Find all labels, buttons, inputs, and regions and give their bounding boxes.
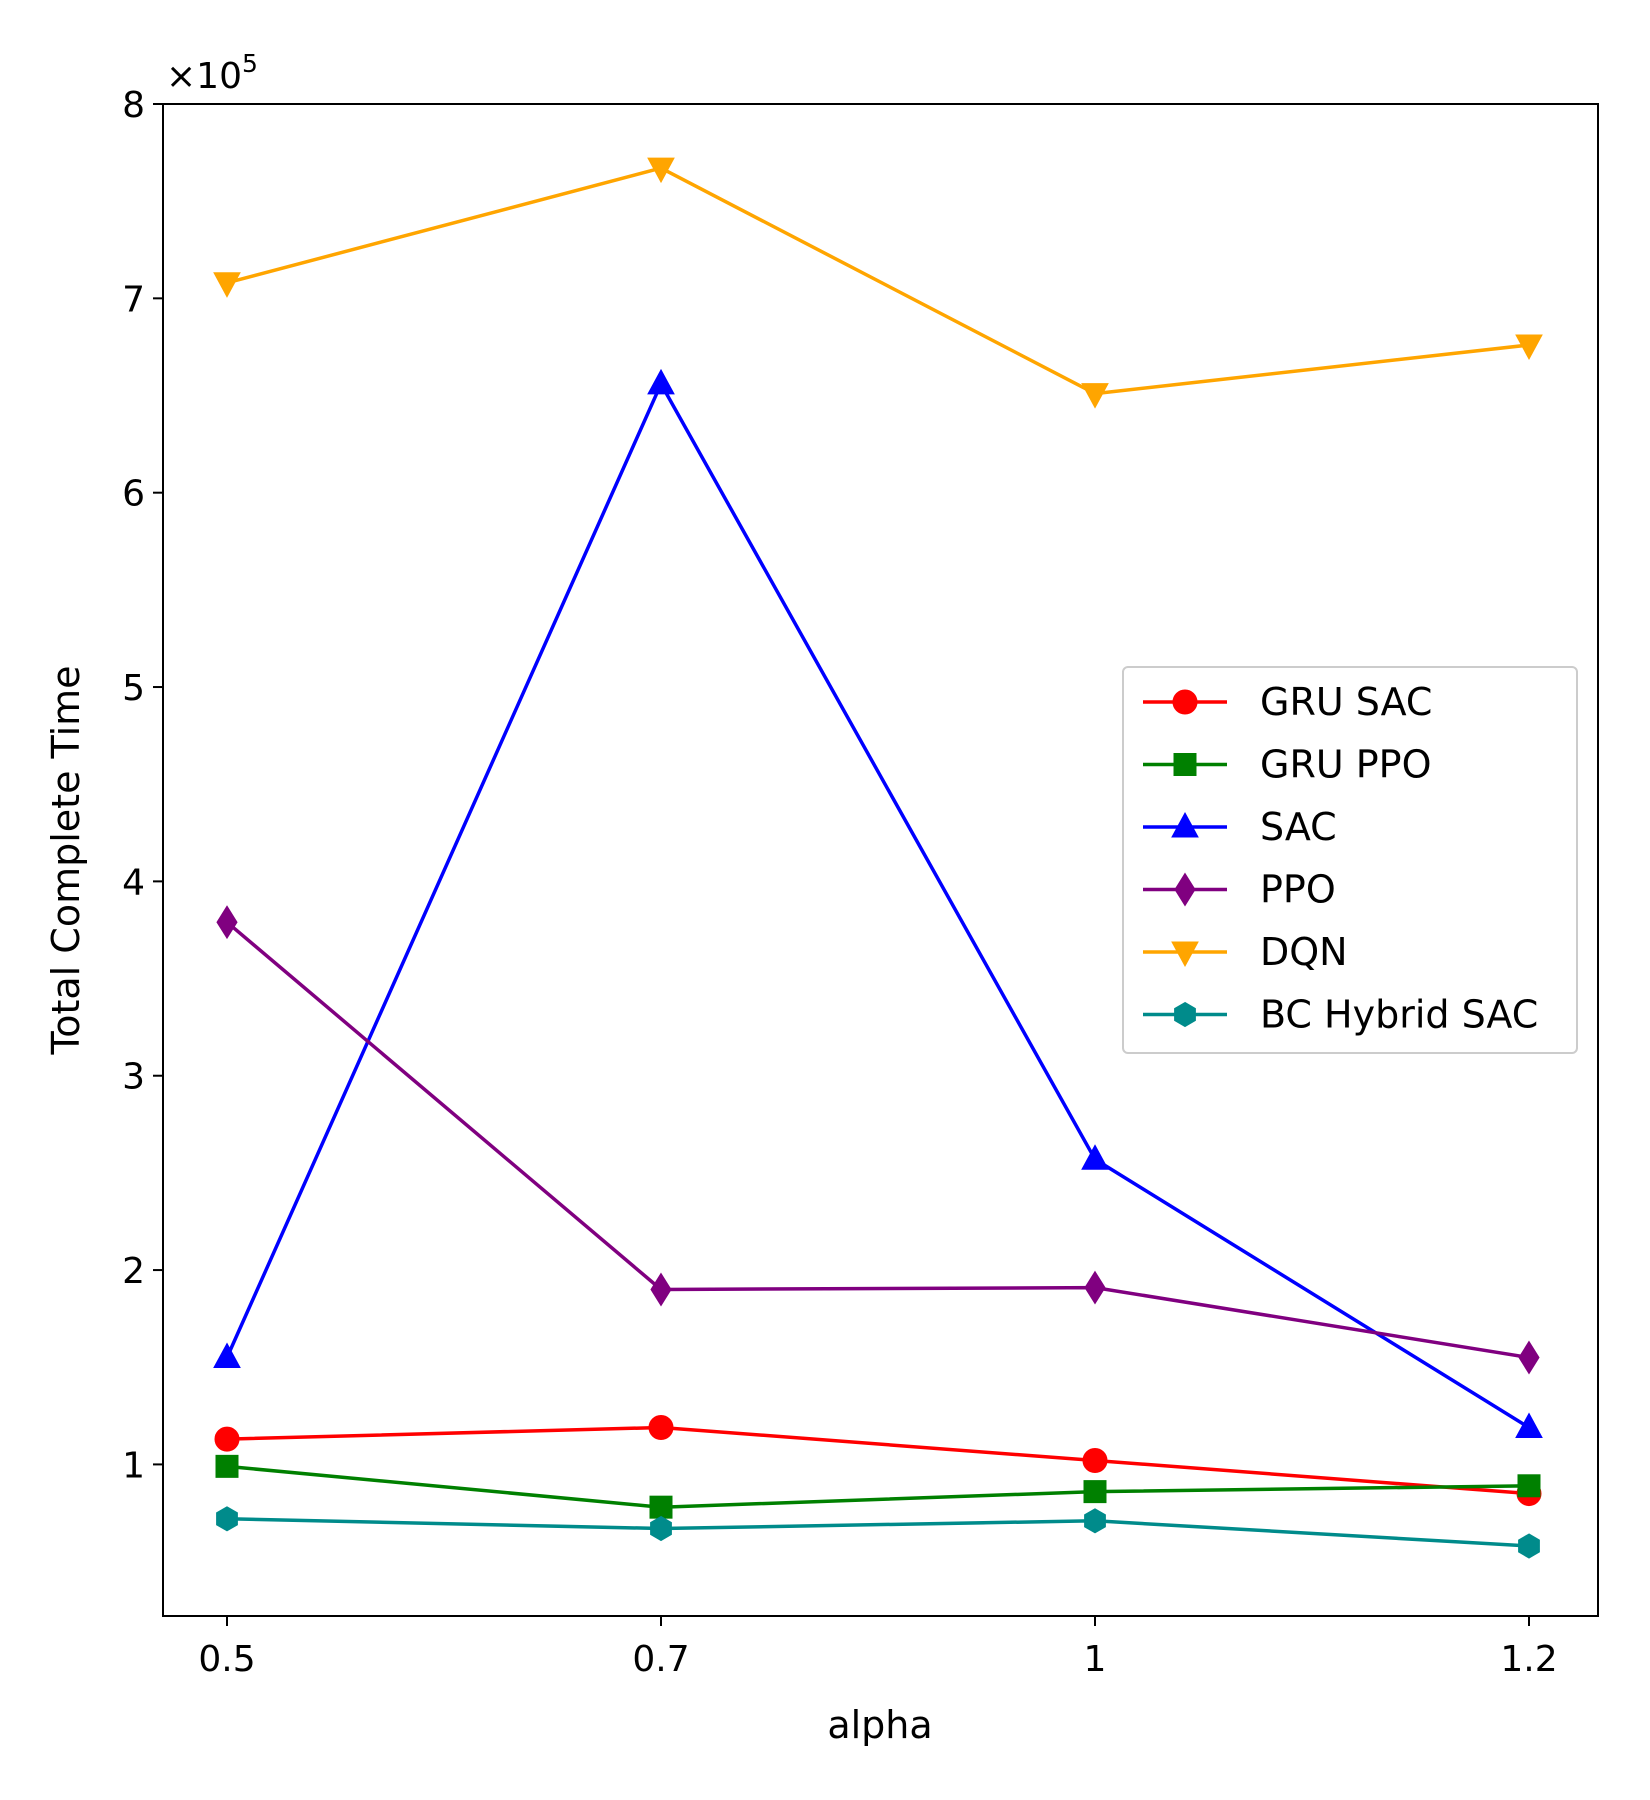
legend-item-sac: SAC xyxy=(1143,805,1337,849)
y-tick-label: 4 xyxy=(122,862,145,903)
data-point-sac xyxy=(647,368,675,395)
data-point-gru-ppo xyxy=(649,1495,673,1519)
legend-label-gru-sac: GRU SAC xyxy=(1260,680,1432,724)
y-tick-label: 5 xyxy=(122,668,145,709)
y-scale-label: ×105 xyxy=(166,49,258,97)
x-tick-label: 0.7 xyxy=(632,1639,689,1680)
legend-marker-dqn xyxy=(1171,941,1199,968)
data-point-ppo xyxy=(1518,1340,1540,1375)
legend-item-gru-ppo: GRU PPO xyxy=(1143,743,1431,787)
x-tick-label: 0.5 xyxy=(198,1639,255,1680)
data-point-bc-hybrid-sac xyxy=(1084,1508,1106,1534)
y-axis-label: Total Complete Time xyxy=(44,665,88,1055)
legend-marker-ppo xyxy=(1174,872,1196,907)
legend-item-gru-sac: GRU SAC xyxy=(1143,680,1432,724)
x-axis-label: alpha xyxy=(827,1703,932,1747)
series-dqn xyxy=(213,157,1543,409)
series-line-gru-ppo xyxy=(226,1464,1530,1509)
series-line-ppo xyxy=(225,920,1530,1360)
data-point-gru-sac xyxy=(1082,1448,1108,1474)
legend-marker-gru-sac xyxy=(1172,689,1198,715)
data-point-sac xyxy=(1081,1144,1109,1170)
y-tick-label: 6 xyxy=(122,474,145,515)
data-point-gru-ppo xyxy=(1517,1474,1541,1498)
series-line-sac xyxy=(225,382,1530,1429)
y-tick-label: 2 xyxy=(122,1251,145,1292)
y-axis: 1 2 3 4 5 6 7 8 xyxy=(122,85,163,1486)
legend: GRU SAC GRU PPO SAC PPO DQN BC Hybrid SAC xyxy=(1122,666,1578,1054)
legend-marker-gru-ppo xyxy=(1173,753,1197,776)
legend-marker-bc-hybrid-sac xyxy=(1174,1001,1196,1028)
legend-frame xyxy=(1122,666,1578,1054)
series-bc-hybrid-sac xyxy=(216,1506,1540,1559)
legend-label-gru-ppo: GRU PPO xyxy=(1260,743,1431,787)
data-point-ppo xyxy=(216,905,238,940)
data-point-bc-hybrid-sac xyxy=(216,1506,238,1532)
y-tick-label: 1 xyxy=(122,1445,145,1486)
y-tick-label: 3 xyxy=(122,1057,145,1098)
series-line-gru-sac xyxy=(226,1425,1530,1496)
legend-item-ppo: PPO xyxy=(1143,868,1336,912)
data-point-bc-hybrid-sac xyxy=(1518,1533,1540,1559)
series-line-bc-hybrid-sac xyxy=(226,1517,1530,1548)
legend-item-bc-hybrid-sac: BC Hybrid SAC xyxy=(1143,993,1538,1037)
series-sac xyxy=(213,368,1543,1438)
data-point-dqn xyxy=(213,272,241,298)
data-point-sac xyxy=(213,1342,241,1368)
y-scale-base: ×10 xyxy=(166,56,242,97)
legend-label-bc-hybrid-sac: BC Hybrid SAC xyxy=(1260,993,1538,1037)
y-tick-label: 7 xyxy=(122,279,145,320)
data-point-gru-ppo xyxy=(215,1454,239,1478)
x-tick-label: 1.2 xyxy=(1500,1639,1557,1680)
data-point-dqn xyxy=(1515,334,1543,361)
y-tick-label: 8 xyxy=(122,85,145,126)
series-layer xyxy=(213,157,1543,1559)
data-point-ppo xyxy=(1084,1270,1106,1305)
data-point-gru-ppo xyxy=(1083,1480,1107,1504)
data-point-dqn xyxy=(647,157,675,184)
data-point-bc-hybrid-sac xyxy=(650,1515,672,1542)
y-scale-exponent: 5 xyxy=(242,49,258,78)
data-point-gru-sac xyxy=(648,1414,674,1440)
data-point-dqn xyxy=(1081,383,1109,409)
legend-item-dqn: DQN xyxy=(1143,930,1348,974)
legend-label-dqn: DQN xyxy=(1260,930,1348,974)
data-point-sac xyxy=(1515,1412,1543,1438)
x-axis: 0.5 0.7 1 1.2 xyxy=(198,1616,1558,1680)
x-tick-label: 1 xyxy=(1084,1639,1107,1680)
legend-label-ppo: PPO xyxy=(1260,868,1336,912)
data-point-gru-sac xyxy=(214,1426,240,1452)
series-ppo xyxy=(216,905,1540,1375)
legend-marker-sac xyxy=(1171,811,1199,838)
legend-label-sac: SAC xyxy=(1260,805,1337,849)
data-point-ppo xyxy=(650,1272,672,1307)
plot-frame xyxy=(162,103,1599,1617)
series-line-dqn xyxy=(226,166,1530,396)
